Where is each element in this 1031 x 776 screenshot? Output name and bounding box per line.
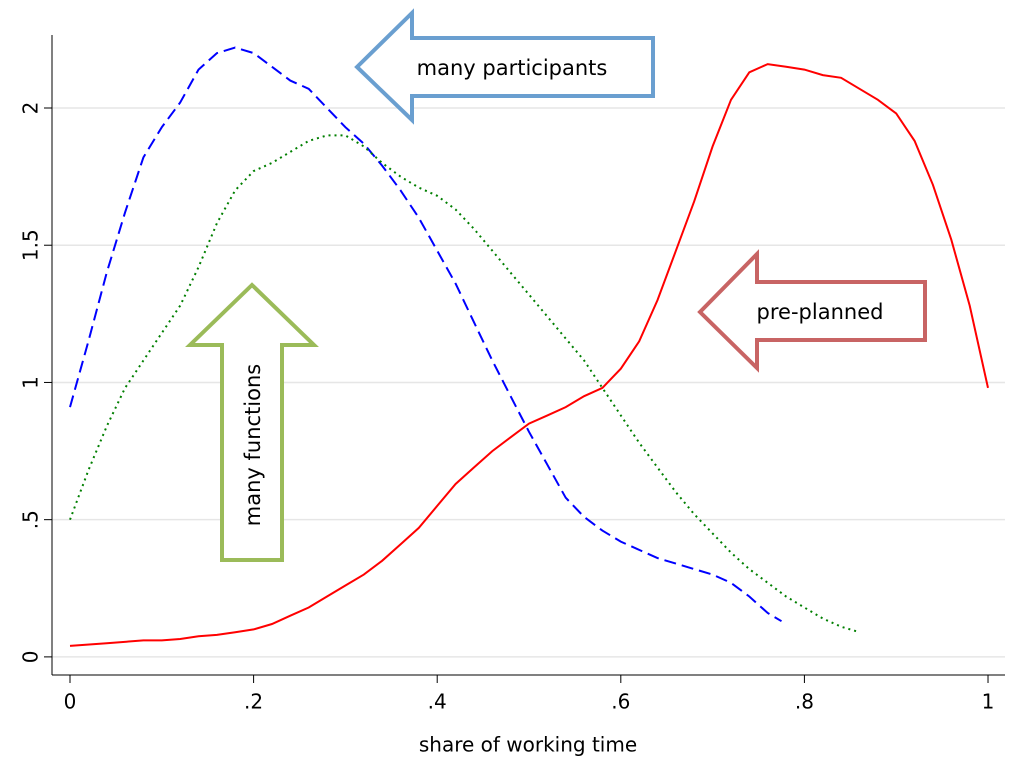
y-tick-label: 1.5 <box>19 229 43 261</box>
x-tick-label: .8 <box>795 690 814 714</box>
series-line <box>69 46 783 623</box>
series-line <box>69 134 860 634</box>
x-tick-label: .4 <box>428 690 447 714</box>
y-tick-label: 0 <box>19 651 43 664</box>
y-tick-label: 1 <box>19 376 43 389</box>
plot-area: 0 .5 1 1.5 2 0 .2 .4 .6 .8 1 <box>19 35 1005 714</box>
x-axis-label: share of working time <box>419 733 637 757</box>
x-tick-label: .2 <box>244 690 263 714</box>
annotation: many participants <box>417 56 608 80</box>
x-tick-label: .6 <box>611 690 630 714</box>
annotation: many functions <box>241 364 265 526</box>
annotation-arrow <box>354 8 655 125</box>
annotation: pre-planned <box>757 300 884 324</box>
y-tick-label: 2 <box>19 102 43 115</box>
x-tick-label: 1 <box>982 690 995 714</box>
annotation-arrow <box>697 249 927 373</box>
annotation-arrow <box>185 282 319 562</box>
y-tick-label: .5 <box>19 510 43 529</box>
x-tick-label: 0 <box>64 690 77 714</box>
series-line <box>69 63 989 647</box>
